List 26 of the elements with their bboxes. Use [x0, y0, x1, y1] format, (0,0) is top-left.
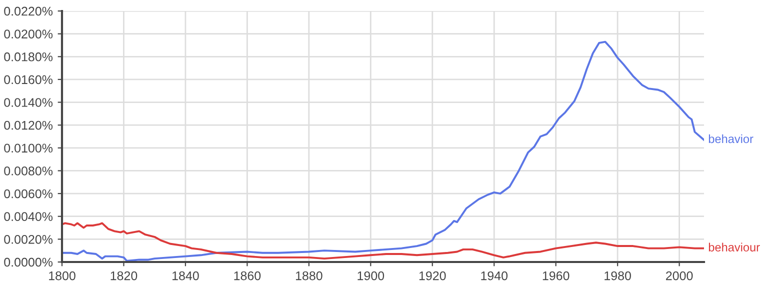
y-tick-label: 0.0000% [4, 258, 53, 267]
y-tick-label: 0.0200% [4, 30, 53, 38]
x-tick-label: 1940 [481, 271, 508, 280]
x-tick-label: 1920 [419, 271, 446, 280]
y-tick-label: 0.0100% [4, 144, 53, 153]
x-tick-label: 1860 [234, 271, 261, 280]
x-tick-label: 1980 [604, 271, 631, 280]
x-tick-label: 1900 [358, 271, 384, 280]
x-tick-label: 2000 [666, 271, 693, 280]
series-label: behavior [708, 134, 754, 144]
y-tick-label: 0.0020% [4, 234, 53, 244]
x-tick-label: 1820 [110, 271, 138, 280]
y-tick-label: 0.0220% [4, 6, 53, 16]
y-tick-label: 0.0180% [4, 52, 53, 62]
x-tick-label: 1800 [49, 271, 76, 280]
y-tick-label: 0.0140% [4, 98, 53, 107]
y-tick-label: 0.0120% [4, 120, 53, 130]
x-tick-label: 1880 [296, 271, 322, 280]
x-tick-label: 1960 [542, 271, 570, 280]
series-label: behaviour [708, 242, 760, 252]
y-tick-label: 0.0160% [4, 75, 53, 84]
x-tick-label: 1840 [172, 271, 199, 280]
y-tick-label: 0.0060% [4, 189, 53, 198]
line-series [62, 222, 704, 260]
y-tick-label: 0.0040% [4, 212, 53, 222]
y-tick-label: 0.0080% [4, 166, 53, 176]
